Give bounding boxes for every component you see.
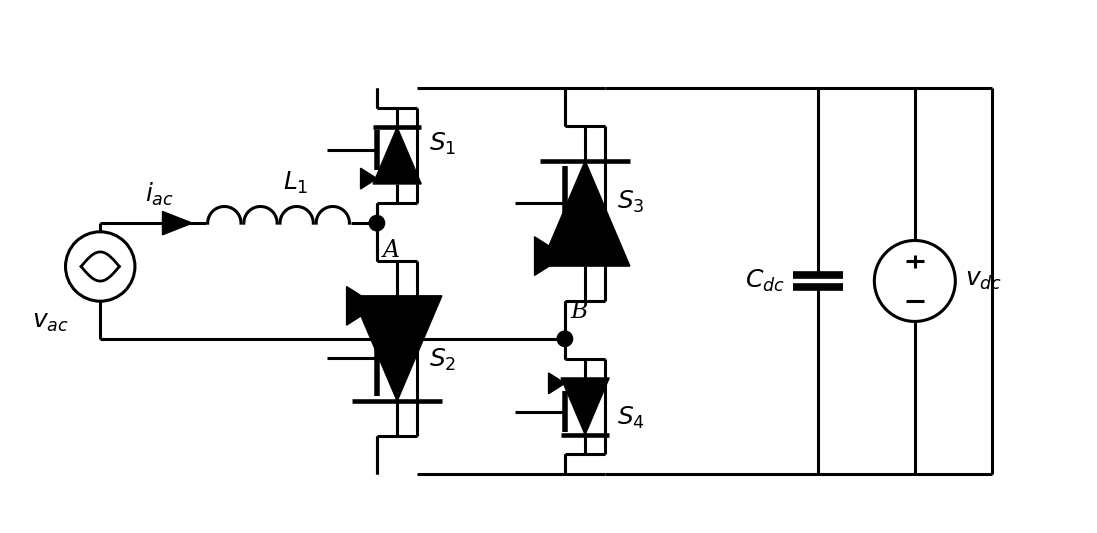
Text: $L_1$: $L_1$ xyxy=(283,169,308,196)
Polygon shape xyxy=(373,127,421,184)
Polygon shape xyxy=(352,296,442,401)
Text: $S_4$: $S_4$ xyxy=(617,405,645,431)
Polygon shape xyxy=(561,378,609,434)
Circle shape xyxy=(370,215,385,231)
Text: $S_2$: $S_2$ xyxy=(429,347,456,373)
Circle shape xyxy=(557,331,573,346)
Polygon shape xyxy=(548,373,565,394)
Polygon shape xyxy=(162,212,192,235)
Text: $i_{ac}$: $i_{ac}$ xyxy=(146,181,174,208)
Text: B: B xyxy=(570,300,588,324)
Text: $v_{ac}$: $v_{ac}$ xyxy=(32,311,68,334)
Polygon shape xyxy=(534,237,565,276)
Text: $C_{dc}$: $C_{dc}$ xyxy=(745,268,784,294)
Polygon shape xyxy=(347,287,377,325)
Text: A: A xyxy=(383,239,400,262)
Text: $S_3$: $S_3$ xyxy=(617,189,645,215)
Polygon shape xyxy=(541,161,630,266)
Text: $v_{dc}$: $v_{dc}$ xyxy=(965,270,1003,293)
Text: $S_1$: $S_1$ xyxy=(429,131,456,157)
Polygon shape xyxy=(361,168,377,189)
